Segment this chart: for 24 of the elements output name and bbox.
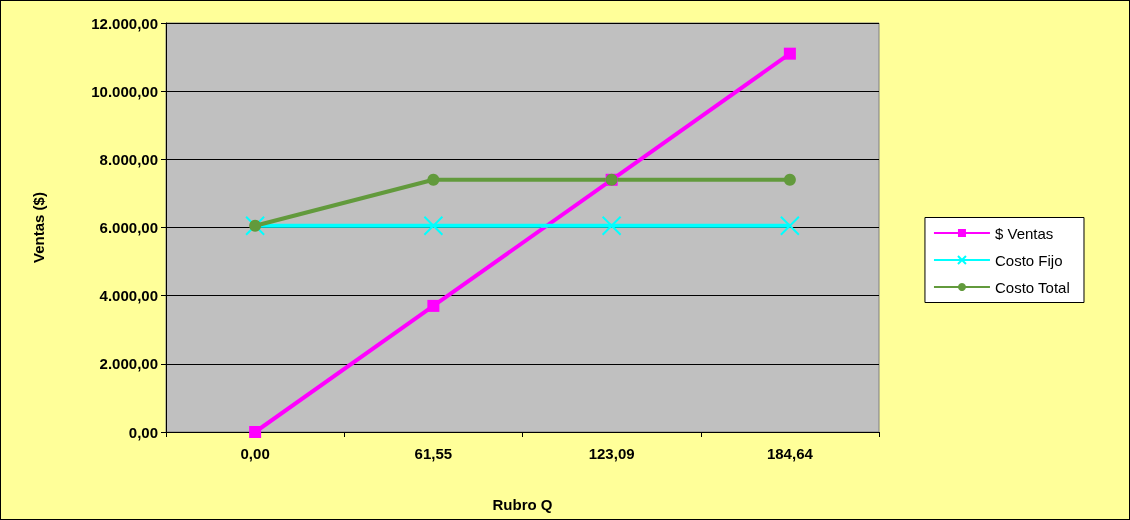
y-tick-label: 6.000,00 — [99, 219, 158, 236]
y-tick-label: 4.000,00 — [99, 287, 158, 305]
legend-label: $ Ventas — [994, 224, 1054, 242]
x-tick-label: 123,09 — [588, 445, 635, 462]
y-tick-label: 8.000,00 — [99, 150, 158, 168]
legend-label: Costo Fijo — [994, 251, 1063, 269]
point — [423, 215, 444, 236]
point — [249, 426, 262, 438]
point — [427, 299, 440, 312]
x-tick-label: 61,55 — [414, 445, 453, 462]
y-tick-label: 2.000,00 — [99, 355, 158, 373]
point — [779, 215, 800, 236]
y-tick-label: 0,00 — [128, 423, 158, 441]
point — [601, 215, 622, 236]
y-tick-label: 10.000,00 — [91, 82, 158, 100]
x-axis-title: Rubro Q — [492, 496, 553, 513]
point — [783, 173, 796, 186]
x-tick-label: 0,00 — [240, 445, 270, 462]
point — [427, 173, 440, 186]
y-tick-label: 12.000,00 — [91, 14, 158, 32]
legend-label: Costo Total — [994, 278, 1070, 296]
x-tick-label: 184,64 — [766, 445, 814, 462]
y-axis-title: Ventas ($) — [30, 192, 47, 263]
point — [783, 47, 796, 60]
